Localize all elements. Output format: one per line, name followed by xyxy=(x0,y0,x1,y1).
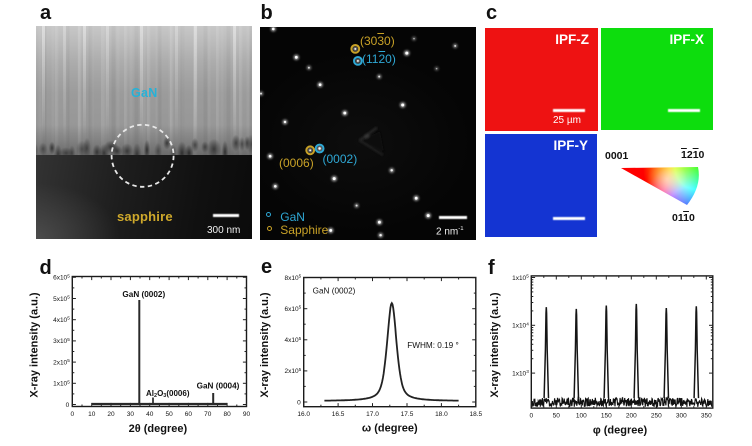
svg-text:ω (degree): ω (degree) xyxy=(362,423,418,435)
svg-text:70: 70 xyxy=(204,411,212,418)
svg-text:2x105: 2x105 xyxy=(53,358,70,366)
svg-text:1x105: 1x105 xyxy=(53,379,70,387)
svg-text:30: 30 xyxy=(127,411,135,418)
svg-text:90: 90 xyxy=(243,411,251,418)
svg-text:X-ray intensity (a.u.): X-ray intensity (a.u.) xyxy=(259,292,271,397)
svg-text:50: 50 xyxy=(165,411,173,418)
svg-text:18.0: 18.0 xyxy=(435,411,448,418)
svg-text:1x105: 1x105 xyxy=(512,274,529,282)
svg-text:0: 0 xyxy=(70,411,74,418)
svg-text:3x105: 3x105 xyxy=(53,337,70,345)
svg-text:2θ (degree): 2θ (degree) xyxy=(129,423,188,435)
svg-text:20: 20 xyxy=(107,411,115,418)
svg-text:X-ray intensity (a.u.): X-ray intensity (a.u.) xyxy=(489,292,501,397)
svg-text:50: 50 xyxy=(553,413,561,420)
svg-text:FWHM: 0.19 °: FWHM: 0.19 ° xyxy=(407,341,459,350)
svg-text:4x105: 4x105 xyxy=(284,336,301,344)
svg-text:8x105: 8x105 xyxy=(284,274,301,282)
svg-text:0: 0 xyxy=(66,402,70,409)
svg-text:φ (degree): φ (degree) xyxy=(593,425,648,437)
svg-text:300: 300 xyxy=(676,413,687,420)
svg-text:17.5: 17.5 xyxy=(401,411,414,418)
svg-text:0: 0 xyxy=(529,413,533,420)
svg-text:6x105: 6x105 xyxy=(53,273,70,281)
svg-text:100: 100 xyxy=(576,413,587,420)
svg-text:80: 80 xyxy=(223,411,231,418)
svg-text:GaN (0002): GaN (0002) xyxy=(313,287,356,296)
svg-text:350: 350 xyxy=(701,413,712,420)
svg-text:2x105: 2x105 xyxy=(284,367,301,375)
svg-text:6x105: 6x105 xyxy=(284,305,301,313)
svg-text:16.0: 16.0 xyxy=(297,411,310,418)
svg-text:1x103: 1x103 xyxy=(512,369,529,377)
svg-text:250: 250 xyxy=(651,413,662,420)
svg-text:16.5: 16.5 xyxy=(332,411,345,418)
svg-text:40: 40 xyxy=(146,411,154,418)
svg-text:200: 200 xyxy=(626,413,637,420)
svg-text:GaN (0004): GaN (0004) xyxy=(197,382,240,391)
svg-text:150: 150 xyxy=(601,413,612,420)
svg-text:5x105: 5x105 xyxy=(53,295,70,303)
svg-text:60: 60 xyxy=(185,411,193,418)
svg-text:0: 0 xyxy=(297,399,301,406)
svg-text:10: 10 xyxy=(88,411,96,418)
svg-text:17.0: 17.0 xyxy=(366,411,379,418)
svg-text:Al2O3(0006): Al2O3(0006) xyxy=(146,389,190,399)
svg-text:4x105: 4x105 xyxy=(53,316,70,324)
svg-text:X-ray intensity (a.u.): X-ray intensity (a.u.) xyxy=(29,292,41,397)
svg-text:1x104: 1x104 xyxy=(512,321,529,329)
svg-text:GaN (0002): GaN (0002) xyxy=(122,290,165,299)
svg-text:18.5: 18.5 xyxy=(469,411,482,418)
